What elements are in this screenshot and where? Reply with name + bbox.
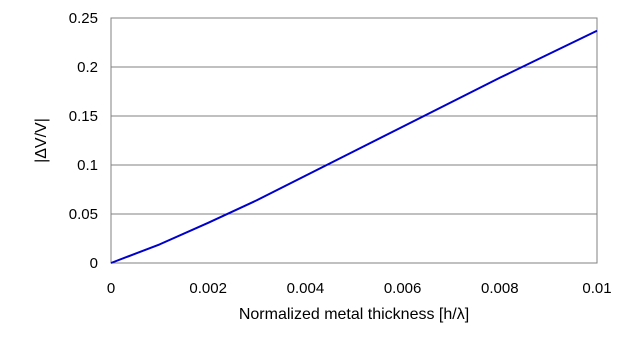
y-tick-label: 0 xyxy=(90,255,98,272)
series-layer xyxy=(110,29,598,264)
x-tick-label: 0.008 xyxy=(481,280,519,297)
x-tick-label: 0.01 xyxy=(582,280,611,297)
plot-area-frame xyxy=(110,17,598,264)
y-axis-ticks: 0 0.05 0.1 0.15 0.2 0.25 xyxy=(69,10,98,272)
y-tick-label: 0.2 xyxy=(77,59,98,76)
x-axis-title: Normalized metal thickness [h/λ] xyxy=(239,306,469,323)
gridlines xyxy=(111,66,597,215)
y-tick-label: 0.1 xyxy=(77,157,98,174)
x-tick-label: 0.004 xyxy=(287,280,325,297)
series-line-0 xyxy=(110,29,598,264)
y-tick-label: 0.05 xyxy=(69,206,98,223)
x-axis-ticks: 0 0.002 0.004 0.006 0.008 0.01 xyxy=(107,280,612,297)
y-axis-title: |ΔV/V| xyxy=(33,118,50,163)
x-tick-label: 0.006 xyxy=(384,280,422,297)
x-tick-label: 0.002 xyxy=(189,280,227,297)
y-tick-label: 0.25 xyxy=(69,10,98,27)
y-tick-label: 0.15 xyxy=(69,108,98,125)
x-tick-label: 0 xyxy=(107,280,115,297)
